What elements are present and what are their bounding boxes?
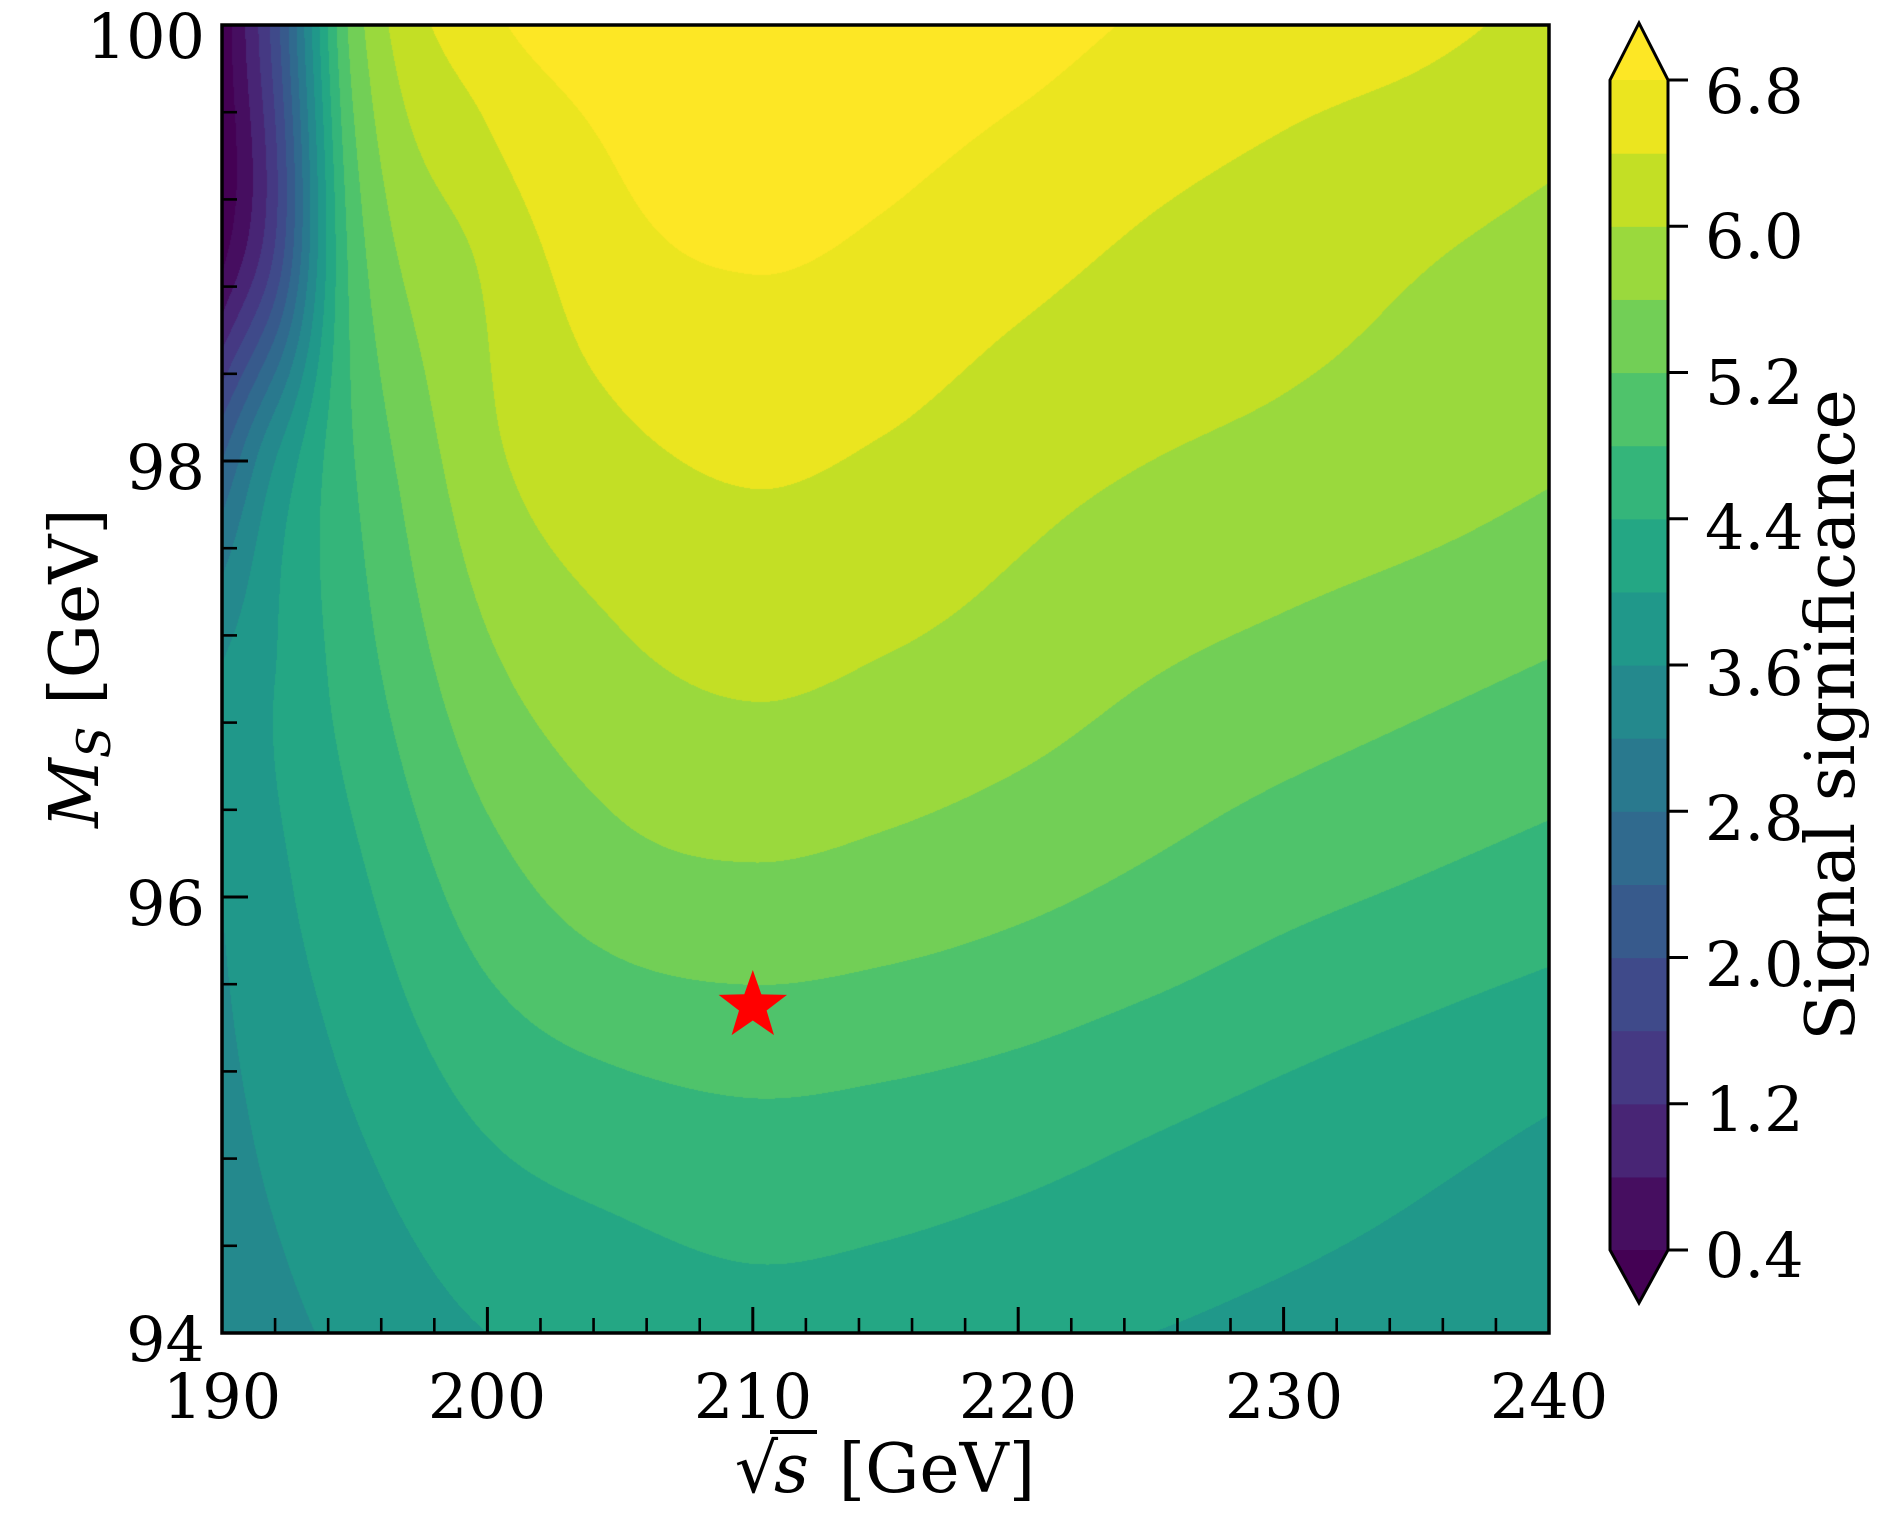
colorbar-band bbox=[1610, 811, 1668, 885]
colorbar-band bbox=[1610, 957, 1668, 1032]
colorbar-tick-label: 0.4 bbox=[1705, 1219, 1804, 1292]
x-tick-label: 200 bbox=[427, 1360, 547, 1433]
colorbar-band bbox=[1610, 518, 1668, 593]
sqrt-radical: √ bbox=[734, 1430, 779, 1509]
x-tick-label: 210 bbox=[693, 1360, 813, 1433]
colorbar-band bbox=[1610, 1103, 1668, 1178]
colorbar-tick-label: 3.6 bbox=[1705, 637, 1804, 710]
colorbar-tick-label: 5.2 bbox=[1705, 346, 1804, 419]
y-axis-label: MS [GeV] bbox=[36, 508, 130, 828]
colorbar-band bbox=[1610, 738, 1668, 812]
colorbar-band bbox=[1610, 299, 1668, 374]
mass-symbol: M bbox=[36, 758, 116, 828]
colorbar-tick-label: 6.8 bbox=[1705, 55, 1804, 128]
colorbar-band bbox=[1610, 445, 1668, 520]
colorbar-band bbox=[1610, 884, 1668, 959]
y-tick-label: 98 bbox=[126, 431, 205, 504]
colorbar-band bbox=[1610, 591, 1668, 666]
colorbar-over-arrow bbox=[1610, 23, 1668, 80]
colorbar-band bbox=[1610, 665, 1668, 739]
colorbar-tick-label: 2.8 bbox=[1705, 782, 1804, 855]
mass-subscript: S bbox=[66, 726, 121, 759]
colorbar-band bbox=[1610, 1030, 1668, 1105]
y-axis-unit: [GeV] bbox=[36, 508, 116, 705]
x-tick-label: 240 bbox=[1489, 1360, 1609, 1433]
x-axis-unit: [GeV] bbox=[838, 1430, 1036, 1509]
y-tick-label: 100 bbox=[86, 0, 205, 73]
contour-plot bbox=[222, 25, 1549, 1333]
sqrt-s: s bbox=[774, 1430, 809, 1509]
colorbar-under-arrow bbox=[1610, 1250, 1668, 1303]
colorbar-tick-label: 4.4 bbox=[1705, 491, 1804, 564]
colorbar-tick-label: 2.0 bbox=[1705, 928, 1804, 1001]
colorbar-band bbox=[1610, 372, 1668, 447]
x-tick-label: 230 bbox=[1224, 1360, 1344, 1433]
y-tick-label: 94 bbox=[126, 1303, 205, 1376]
colorbar-outline bbox=[1608, 19, 1670, 1307]
colorbar-tick-label: 6.0 bbox=[1705, 200, 1804, 273]
x-axis-label: √s [GeV] bbox=[585, 1430, 1185, 1506]
x-tick-label: 190 bbox=[162, 1360, 282, 1433]
y-tick-label: 96 bbox=[126, 867, 205, 940]
colorbar-band bbox=[1610, 1176, 1668, 1251]
colorbar-label: Signal significance bbox=[1792, 389, 1871, 1041]
colorbar-tick-label: 1.2 bbox=[1705, 1073, 1804, 1146]
colorbar-band bbox=[1610, 80, 1668, 154]
colorbar-band bbox=[1610, 226, 1668, 300]
x-tick-label: 220 bbox=[958, 1360, 1078, 1433]
colorbar-band bbox=[1610, 153, 1668, 227]
